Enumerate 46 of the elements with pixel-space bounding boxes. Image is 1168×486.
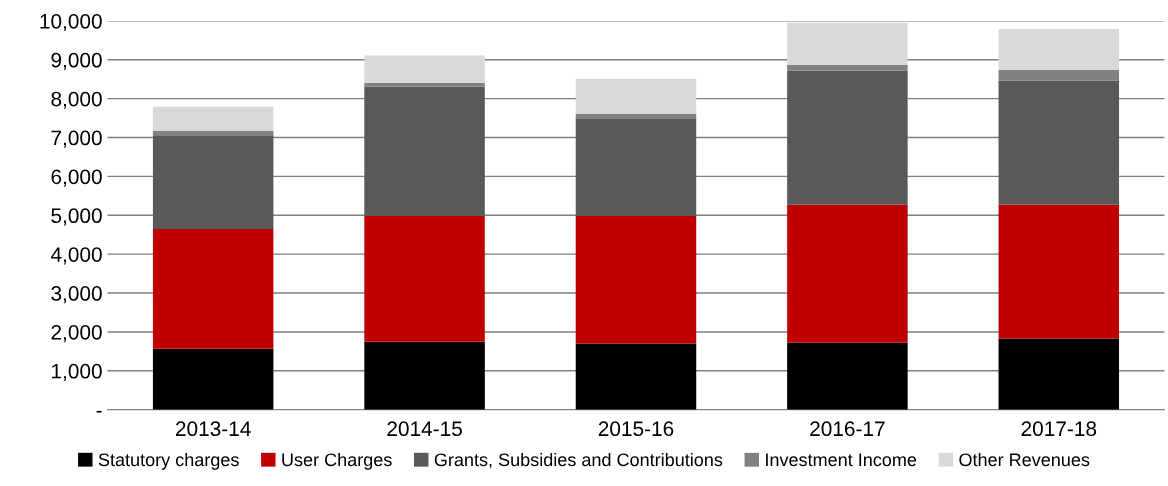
y-tick-label: 7,000	[51, 130, 102, 148]
bar	[575, 215, 697, 344]
bar	[152, 228, 274, 349]
bar	[787, 70, 908, 205]
bar	[364, 215, 485, 342]
bar	[998, 204, 1120, 339]
bar	[152, 135, 274, 229]
bar	[998, 29, 1120, 70]
x-tick-label: 2013-14	[175, 421, 251, 437]
bar	[364, 86, 485, 216]
x-tick-label: 2017-18	[1021, 421, 1097, 437]
y-tick-label: 5,000	[51, 208, 102, 226]
x-tick-label: 2016-17	[810, 421, 885, 437]
legend-label: Grants, Subsidies and Contributions	[434, 452, 723, 469]
bar	[575, 78, 697, 114]
bar	[998, 80, 1120, 205]
bar	[575, 118, 697, 216]
y-tick-label: 1,000	[52, 363, 102, 382]
bar	[787, 64, 908, 71]
bar	[152, 106, 274, 131]
y-tick-label: 8,000	[51, 91, 102, 109]
y-tick-label: 2,000	[51, 324, 102, 343]
y-tick-label: 9,000	[51, 52, 102, 70]
x-tick-label: 2014-15	[387, 421, 462, 437]
legend-label: Other Revenues	[959, 452, 1090, 467]
y-tick-label: 4,000	[50, 247, 102, 265]
bar	[364, 55, 485, 83]
y-tick-label: 10,000	[40, 13, 102, 32]
y-tick-label: 6,000	[51, 169, 102, 187]
bar	[787, 342, 908, 410]
y-tick-label: -	[96, 410, 102, 413]
bar	[787, 204, 908, 343]
bar	[575, 343, 697, 410]
bar	[364, 82, 485, 87]
bar	[787, 22, 908, 65]
legend-label: Statutory charges	[98, 452, 239, 470]
x-tick-label: 2015-16	[598, 421, 674, 437]
legend-label: Investment Income	[766, 453, 917, 467]
bar	[152, 348, 274, 410]
bar	[998, 69, 1120, 81]
bar	[152, 130, 274, 136]
bar	[364, 341, 485, 410]
bar	[998, 338, 1120, 410]
y-tick-label: 3,000	[51, 286, 102, 304]
legend-label: User Charges	[282, 452, 392, 470]
bar	[575, 113, 697, 119]
